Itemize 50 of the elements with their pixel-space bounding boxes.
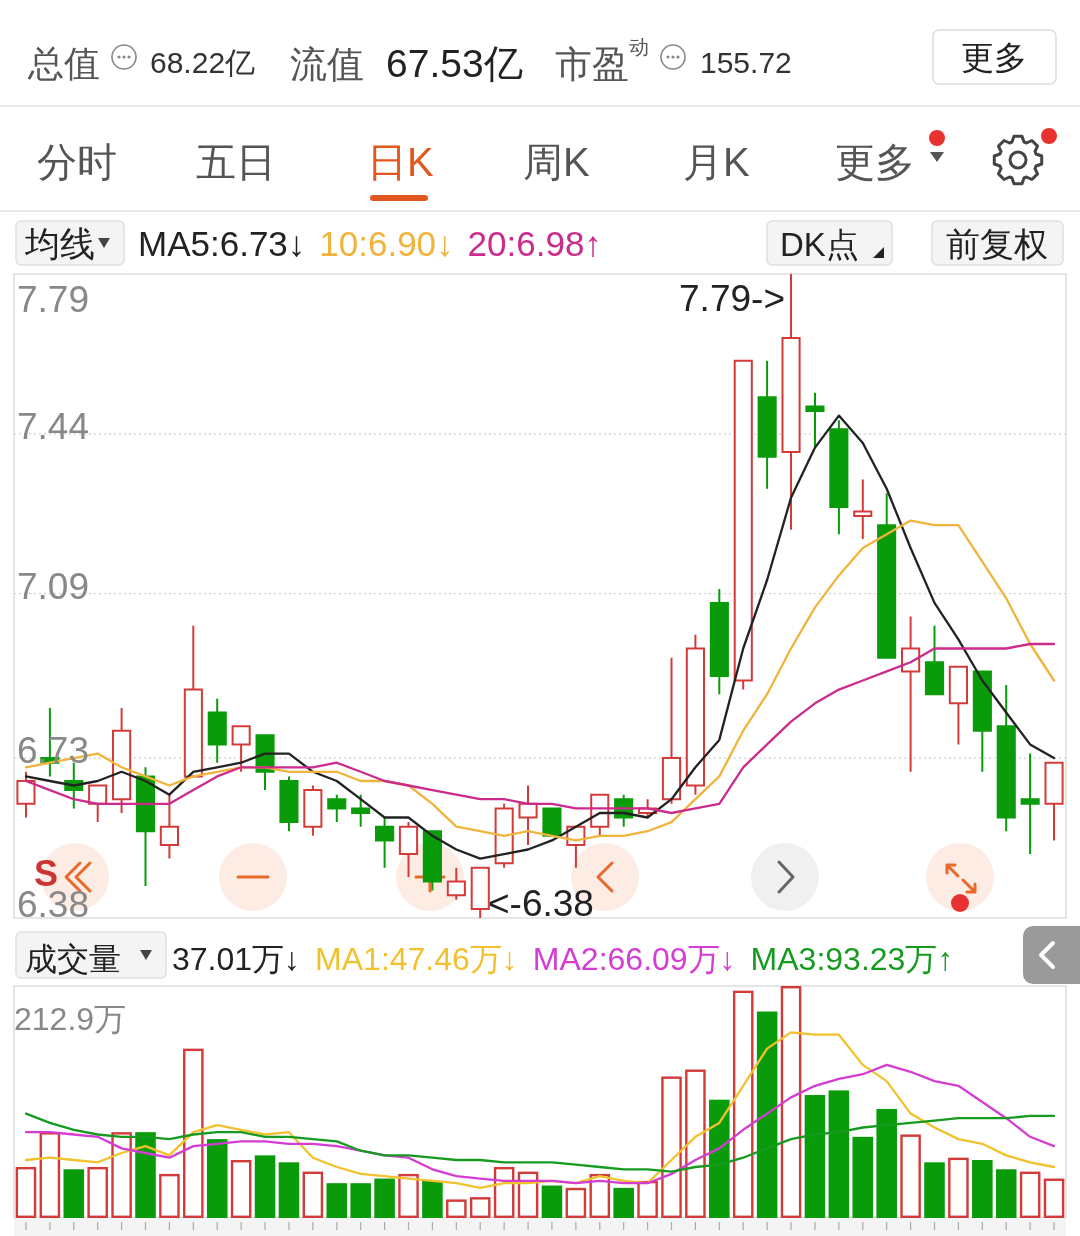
- bar: [254, 1155, 276, 1218]
- text: 20:6.98↑: [467, 224, 602, 263]
- bar: [326, 1183, 348, 1218]
- bar: [422, 1180, 443, 1218]
- text: 周K: [523, 140, 590, 184]
- text: MA5:6.73↓: [138, 224, 306, 263]
- text: 67.53亿: [386, 42, 523, 85]
- text: 155.72: [700, 46, 792, 79]
- bar: [709, 1099, 730, 1218]
- bar: [63, 1169, 85, 1218]
- bar: [206, 1139, 228, 1218]
- text: 市盈$^{动}$: [555, 36, 649, 85]
- bar: [350, 1183, 371, 1218]
- annotation: 7.79->: [679, 278, 785, 319]
- bar: [876, 1108, 897, 1218]
- text: 五日: [196, 140, 276, 184]
- text: 日K: [367, 140, 434, 184]
- text: 总值: [27, 43, 100, 84]
- text: MA3:93.23万↑: [750, 941, 954, 977]
- text: 前复权: [946, 225, 1048, 263]
- bar: [613, 1187, 634, 1218]
- bar: [924, 1162, 945, 1218]
- bar: [135, 1132, 156, 1218]
- text: DK点: [780, 226, 859, 263]
- text: 68.22亿: [150, 46, 256, 79]
- legend-title: 均线: [24, 224, 95, 263]
- text: MA1:47.46万↓: [315, 941, 518, 977]
- bar: [756, 1011, 778, 1218]
- annotation: <-6.38: [488, 883, 594, 924]
- bar: [972, 1160, 993, 1218]
- bar: [804, 1095, 826, 1218]
- y-tick-label: 7.44: [17, 405, 90, 447]
- text: 流值: [290, 44, 364, 85]
- bar: [541, 1185, 563, 1218]
- bar: [995, 1169, 1017, 1218]
- text: 分时: [37, 140, 117, 184]
- bar: [278, 1162, 300, 1218]
- bar: [828, 1090, 850, 1218]
- text: 更多: [835, 140, 915, 184]
- bar: [852, 1136, 874, 1218]
- y-tick-label: 7.79: [17, 279, 90, 320]
- text: 更多: [961, 39, 1027, 76]
- text: MA2:66.09万↓: [532, 941, 736, 977]
- bar: [374, 1178, 395, 1218]
- text: 37.01万↓: [172, 941, 301, 977]
- annotation: 212.9万: [14, 1001, 127, 1037]
- text: 10:6.90↓: [319, 224, 454, 263]
- text: 月K: [683, 140, 750, 184]
- legend-title: 成交量: [25, 941, 121, 977]
- y-tick-label: 7.09: [17, 565, 90, 607]
